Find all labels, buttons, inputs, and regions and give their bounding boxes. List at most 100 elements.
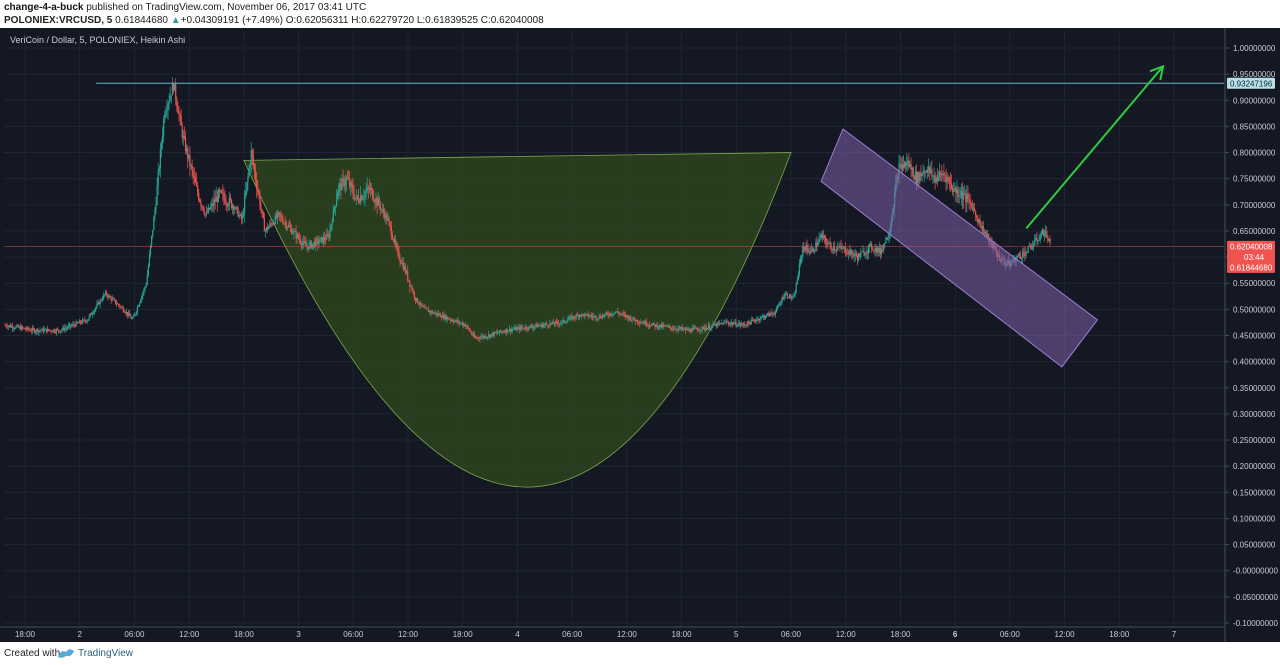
candle (628, 314, 630, 323)
descending-channel[interactable] (820, 128, 1099, 368)
chart-svg[interactable]: VeriCoin / Dollar, 5, POLONIEX, Heikin A… (0, 28, 1280, 642)
candle (955, 186, 957, 203)
high-label: H: (351, 15, 362, 26)
price-tick-label: 1.00000000 (1233, 44, 1276, 53)
candle (383, 204, 385, 219)
candle (253, 163, 256, 180)
candle (326, 227, 328, 241)
last-price-value: 0.61844680 (1230, 263, 1273, 272)
candle (40, 329, 42, 334)
candle (695, 326, 698, 330)
candle (982, 220, 984, 236)
candle (170, 95, 172, 104)
chart-area[interactable]: VeriCoin / Dollar, 5, POLONIEX, Heikin A… (0, 28, 1280, 642)
cup-pattern[interactable] (243, 152, 792, 488)
price-tick-label: 0.25000000 (1233, 436, 1276, 445)
candle (722, 323, 724, 325)
candle (530, 322, 532, 329)
candle (488, 330, 490, 339)
candle (21, 325, 24, 331)
price-axis[interactable]: 1.00000000 0.95000000 0.90000000 0.85000000… (1225, 44, 1278, 628)
candle (845, 249, 848, 258)
candle (427, 305, 430, 313)
tradingview-logo-icon[interactable] (57, 646, 75, 660)
candle (340, 178, 342, 200)
candle (410, 284, 412, 288)
candle (349, 171, 351, 190)
candle (6, 323, 8, 330)
candle (617, 307, 619, 314)
candle (298, 232, 300, 244)
candle (304, 235, 306, 245)
candle (469, 328, 471, 332)
candle (885, 235, 887, 244)
candle (880, 245, 883, 258)
candle (938, 163, 941, 181)
candle (26, 326, 28, 332)
candle (346, 170, 349, 180)
candle (636, 319, 639, 326)
candle (199, 197, 201, 204)
candle (272, 219, 274, 226)
candle (490, 334, 492, 340)
candle (275, 210, 277, 220)
tradingview-brand[interactable]: TradingView (78, 648, 134, 659)
candle (71, 322, 73, 328)
candle (8, 324, 10, 328)
arrow-up-icon[interactable] (1025, 64, 1165, 229)
candle (945, 168, 947, 192)
candle (428, 310, 431, 314)
time-axis[interactable]: 18:00 2 06:00 12:00 18:00 3 06:00 12:00 18:00 4 06… (15, 630, 1177, 639)
candle (689, 327, 691, 333)
candle (1037, 239, 1039, 246)
candle (283, 221, 285, 226)
candle (74, 323, 76, 329)
candle (853, 249, 855, 262)
time-tick-label: 06:00 (343, 630, 364, 639)
candle (903, 160, 906, 169)
candle (505, 327, 507, 337)
candle (527, 327, 529, 333)
candle (246, 181, 248, 195)
candle (161, 126, 164, 150)
candle (284, 216, 286, 230)
candle (329, 223, 331, 241)
candle (961, 181, 964, 210)
candle (67, 322, 70, 330)
candle (851, 249, 853, 260)
candle (486, 336, 489, 341)
candle (330, 224, 332, 232)
candle (900, 157, 902, 174)
candle (743, 322, 745, 329)
candle (242, 207, 245, 218)
candle (188, 154, 190, 162)
candle (468, 327, 470, 332)
candle (86, 319, 88, 324)
candle (917, 171, 919, 187)
candle (930, 162, 932, 175)
cup-shape[interactable] (243, 152, 792, 488)
candle (38, 330, 40, 337)
candle (594, 315, 596, 318)
candle (673, 325, 675, 333)
candle (100, 298, 102, 302)
candle (309, 240, 311, 250)
candle (942, 170, 944, 181)
candle (784, 291, 786, 300)
candle (927, 158, 930, 177)
price-tick-label: 0.50000000 (1233, 305, 1276, 314)
candle (544, 321, 547, 328)
candle (59, 330, 61, 333)
candle (247, 172, 249, 192)
candle (129, 309, 131, 317)
candle (477, 336, 479, 340)
candle (979, 214, 981, 228)
candle (616, 311, 618, 313)
channel-pattern[interactable] (820, 128, 1099, 368)
candle (386, 211, 388, 225)
candle (109, 294, 111, 298)
author-link[interactable]: change-4-a-buck (4, 2, 84, 13)
time-tick-label: 12:00 (617, 630, 638, 639)
candle (744, 321, 746, 329)
candle (567, 315, 570, 321)
